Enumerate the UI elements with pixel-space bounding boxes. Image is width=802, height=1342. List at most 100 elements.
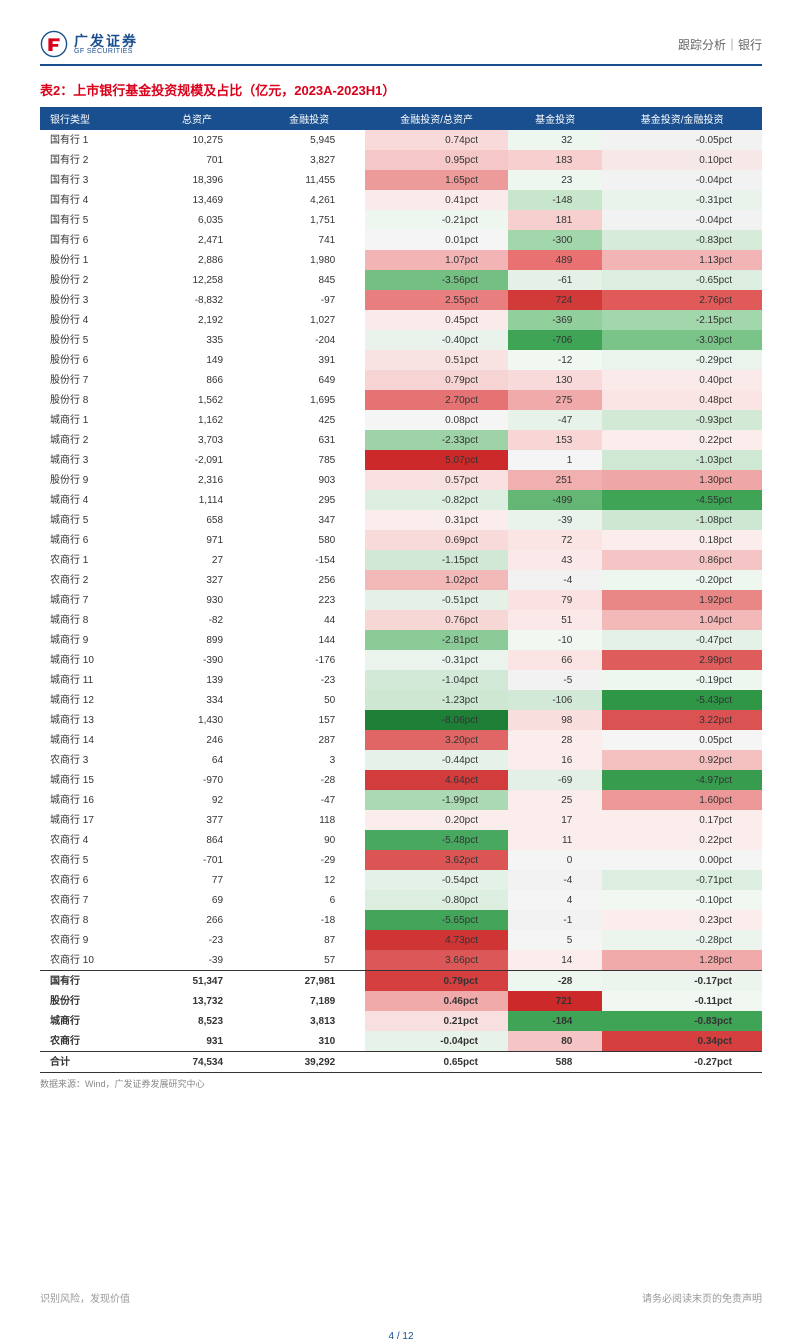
table-row: 城商行8,5233,8130.21pct-184-0.83pct	[40, 1011, 762, 1031]
cell: 266	[141, 910, 253, 930]
cell: 0.17pct	[602, 810, 762, 830]
cell: -12	[508, 350, 602, 370]
cell: -97	[253, 290, 365, 310]
cell: 2,471	[141, 230, 253, 250]
cell: 股份行 3	[40, 290, 141, 310]
table-row: 农商行 10-39573.66pct141.28pct	[40, 950, 762, 971]
cell: 785	[253, 450, 365, 470]
cell: 股份行 7	[40, 370, 141, 390]
table-row: 城商行 23,703631-2.33pct1530.22pct	[40, 430, 762, 450]
cell: 0.31pct	[365, 510, 508, 530]
cell: 0.41pct	[365, 190, 508, 210]
cell: 4	[508, 890, 602, 910]
cell: -2.15pct	[602, 310, 762, 330]
cell: -5	[508, 670, 602, 690]
cell: 4.73pct	[365, 930, 508, 950]
cell: 845	[253, 270, 365, 290]
cell: -0.31pct	[602, 190, 762, 210]
logo-en: GF SECURITIES	[74, 48, 138, 55]
cell: 1.65pct	[365, 170, 508, 190]
cell: 741	[253, 230, 365, 250]
cell: 0.22pct	[602, 830, 762, 850]
cell: 农商行 4	[40, 830, 141, 850]
cell: -29	[253, 850, 365, 870]
cell: 11	[508, 830, 602, 850]
footer-left: 识别风险，发现价值	[40, 1290, 130, 1305]
cell: 股份行 8	[40, 390, 141, 410]
cell: 27	[141, 550, 253, 570]
cell: -0.10pct	[602, 890, 762, 910]
cell: 0.18pct	[602, 530, 762, 550]
cell: -1.04pct	[365, 670, 508, 690]
table-row: 股份行 12,8861,9801.07pct4891.13pct	[40, 250, 762, 270]
cell: 国有行 4	[40, 190, 141, 210]
table-row: 股份行 42,1921,0270.45pct-369-2.15pct	[40, 310, 762, 330]
cell: 130	[508, 370, 602, 390]
cell: -0.65pct	[602, 270, 762, 290]
cell: 183	[508, 150, 602, 170]
cell: 城商行 9	[40, 630, 141, 650]
cell: 城商行 14	[40, 730, 141, 750]
cell: -0.04pct	[365, 1031, 508, 1052]
cell: -148	[508, 190, 602, 210]
cell: -1	[508, 910, 602, 930]
cell: 930	[141, 590, 253, 610]
cell: 0	[508, 850, 602, 870]
cell: 城商行 10	[40, 650, 141, 670]
cell: -0.71pct	[602, 870, 762, 890]
cell: 1,162	[141, 410, 253, 430]
cell: 农商行 8	[40, 910, 141, 930]
cell: 合计	[40, 1052, 141, 1073]
cell: 489	[508, 250, 602, 270]
cell: 51	[508, 610, 602, 630]
cell: 3,703	[141, 430, 253, 450]
cell: -0.28pct	[602, 930, 762, 950]
cell: 1,980	[253, 250, 365, 270]
cell: 44	[253, 610, 365, 630]
cell: -0.04pct	[602, 170, 762, 190]
cell: -1.23pct	[365, 690, 508, 710]
cell: 12,258	[141, 270, 253, 290]
cell: -5.43pct	[602, 690, 762, 710]
cell: 0.57pct	[365, 470, 508, 490]
cell: 1.30pct	[602, 470, 762, 490]
cell: 农商行 6	[40, 870, 141, 890]
cell: 国有行 6	[40, 230, 141, 250]
header-category: 跟踪分析｜银行	[678, 36, 762, 53]
cell: -4.97pct	[602, 770, 762, 790]
table-row: 股份行 92,3169030.57pct2511.30pct	[40, 470, 762, 490]
cell: 0.92pct	[602, 750, 762, 770]
cell: -0.47pct	[602, 630, 762, 650]
cell: 城商行 17	[40, 810, 141, 830]
table-row: 城商行 1692-47-1.99pct251.60pct	[40, 790, 762, 810]
table-row: 农商行 9-23874.73pct5-0.28pct	[40, 930, 762, 950]
cell: 农商行 1	[40, 550, 141, 570]
table-row: 国有行 27013,8270.95pct1830.10pct	[40, 150, 762, 170]
cell: -0.11pct	[602, 991, 762, 1011]
table-row: 股份行 212,258845-3.56pct-61-0.65pct	[40, 270, 762, 290]
cell: 8,523	[141, 1011, 253, 1031]
cell: 51,347	[141, 971, 253, 992]
table-row: 城商行 10-390-176-0.31pct662.99pct	[40, 650, 762, 670]
cell: -0.17pct	[602, 971, 762, 992]
cell: 0.05pct	[602, 730, 762, 750]
cell: 城商行 12	[40, 690, 141, 710]
cell: 5,945	[253, 130, 365, 150]
cell: 1.92pct	[602, 590, 762, 610]
col-header: 基金投资/金融投资	[602, 107, 762, 130]
cell: -0.83pct	[602, 230, 762, 250]
gf-logo-icon	[40, 30, 68, 58]
cell: 国有行 2	[40, 150, 141, 170]
table-row: 城商行 15-970-284.64pct-69-4.97pct	[40, 770, 762, 790]
table-row: 城商行 142462873.20pct280.05pct	[40, 730, 762, 750]
table-row: 合计74,53439,2920.65pct588-0.27pct	[40, 1052, 762, 1073]
cell: -0.05pct	[602, 130, 762, 150]
cell: 1,027	[253, 310, 365, 330]
cell: 1.04pct	[602, 610, 762, 630]
cell: 701	[141, 150, 253, 170]
cell: -47	[253, 790, 365, 810]
table-row: 股份行 5335-204-0.40pct-706-3.03pct	[40, 330, 762, 350]
cell: 国有行	[40, 971, 141, 992]
cell: -39	[141, 950, 253, 971]
cell: 城商行	[40, 1011, 141, 1031]
